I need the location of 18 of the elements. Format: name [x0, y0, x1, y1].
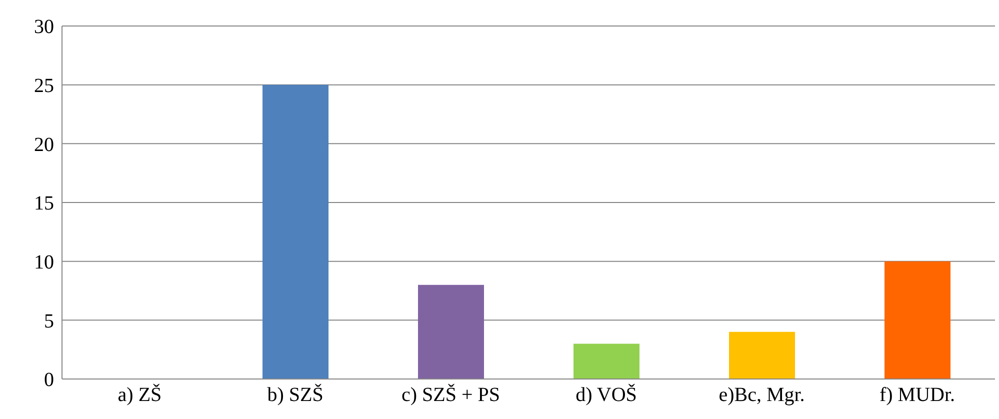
x-tick-label: a) ZŠ	[118, 383, 162, 406]
y-tick-label: 0	[44, 369, 54, 392]
x-tick-label: d) VOŠ	[576, 383, 637, 406]
bar	[262, 84, 328, 379]
y-tick-label: 25	[34, 74, 54, 97]
x-tick-label: f) MUDr.	[879, 384, 956, 406]
y-tick-label: 15	[34, 192, 54, 215]
bar	[418, 284, 484, 379]
y-tick-label: 30	[34, 16, 54, 38]
y-tick-label: 5	[44, 310, 54, 332]
bar	[884, 261, 950, 379]
x-tick-label: b) SZŠ	[267, 383, 324, 406]
y-tick-label: 10	[34, 251, 54, 274]
bar	[574, 344, 640, 379]
y-tick-label: 20	[34, 134, 54, 156]
x-tick-label: c) SZŠ + PS	[401, 383, 500, 406]
x-tick-label: e)Bc, Mgr.	[718, 384, 805, 406]
bar	[729, 332, 795, 379]
